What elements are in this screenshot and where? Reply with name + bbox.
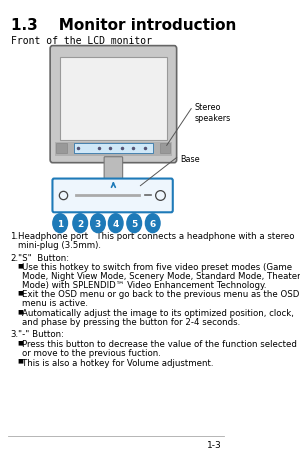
FancyBboxPatch shape	[50, 46, 177, 163]
Bar	[160, 143, 170, 153]
Text: and phase by pressing the button for 2-4 seconds.: and phase by pressing the button for 2-4…	[22, 317, 241, 326]
Circle shape	[127, 214, 142, 233]
Text: ■: ■	[18, 358, 24, 363]
FancyBboxPatch shape	[52, 179, 173, 213]
Text: Mode) with SPLENDID™ Video Enhancement Technology.: Mode) with SPLENDID™ Video Enhancement T…	[22, 280, 267, 289]
Circle shape	[146, 214, 160, 233]
Text: Stereo
speakers: Stereo speakers	[194, 103, 231, 122]
Text: 6: 6	[150, 219, 156, 228]
Text: Mode, Night View Mode, Scenery Mode, Standard Mode, Theater: Mode, Night View Mode, Scenery Mode, Sta…	[22, 272, 300, 281]
Bar	[55, 143, 172, 156]
Text: ■: ■	[18, 290, 24, 295]
Text: mini-plug (3.5mm).: mini-plug (3.5mm).	[18, 240, 101, 249]
Text: 4: 4	[112, 219, 119, 228]
Text: 1: 1	[57, 219, 63, 228]
Text: 5: 5	[131, 219, 137, 228]
Ellipse shape	[88, 179, 139, 193]
Text: 3.: 3.	[10, 330, 18, 339]
Text: Use this hotkey to switch from five video preset modes (Game: Use this hotkey to switch from five vide…	[22, 262, 292, 272]
Bar	[56, 143, 67, 153]
FancyBboxPatch shape	[104, 157, 123, 183]
Circle shape	[108, 214, 123, 233]
Text: 1.3    Monitor introduction: 1.3 Monitor introduction	[11, 18, 236, 33]
Text: 2.: 2.	[10, 253, 18, 262]
Text: 2: 2	[77, 219, 83, 228]
FancyArrowPatch shape	[111, 184, 115, 188]
Text: Automatically adjust the image to its optimized position, clock,: Automatically adjust the image to its op…	[22, 308, 294, 317]
Text: This is also a hotkey for Volume adjustment.: This is also a hotkey for Volume adjustm…	[22, 358, 214, 367]
Text: 1.: 1.	[10, 232, 18, 240]
Text: 3: 3	[95, 219, 101, 228]
Text: Press this button to decrease the value of the function selected: Press this button to decrease the value …	[22, 339, 297, 348]
Text: menu is active.: menu is active.	[22, 299, 88, 308]
Text: "-" Button:: "-" Button:	[18, 330, 64, 339]
Circle shape	[91, 214, 105, 233]
Bar	[60, 57, 167, 141]
Text: Exit the OSD menu or go back to the previous menu as the OSD: Exit the OSD menu or go back to the prev…	[22, 290, 300, 299]
Text: ■: ■	[18, 308, 24, 313]
Text: 1-3: 1-3	[207, 441, 222, 450]
Circle shape	[73, 214, 88, 233]
Text: or move to the previous fuction.: or move to the previous fuction.	[22, 348, 161, 357]
Text: "S"  Button:: "S" Button:	[18, 253, 69, 262]
Text: ■: ■	[18, 339, 24, 344]
Text: Front of the LCD monitor: Front of the LCD monitor	[11, 36, 152, 46]
Text: ■: ■	[18, 262, 24, 268]
Circle shape	[53, 214, 68, 233]
Text: Headphone port   This port connects a headphone with a stereo: Headphone port This port connects a head…	[18, 232, 294, 240]
Bar	[74, 143, 153, 153]
Text: Base: Base	[181, 154, 200, 163]
